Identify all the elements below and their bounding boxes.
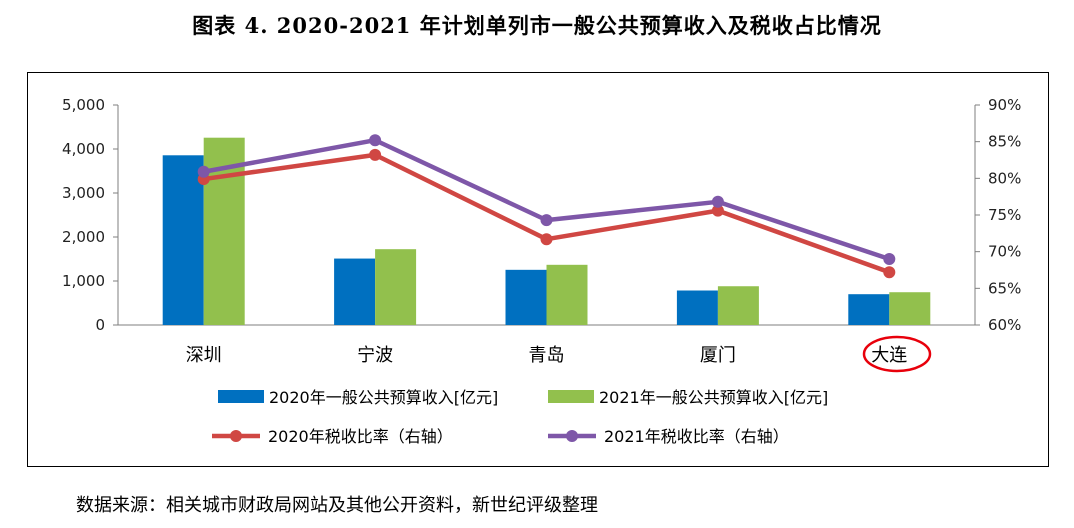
legend-label-1: 2021年一般公共预算收入[亿元] xyxy=(599,388,828,407)
left-tick-label: 2,000 xyxy=(62,228,105,246)
legend: 2020年一般公共预算收入[亿元] 2021年一般公共预算收入[亿元] 2020年税… xyxy=(212,388,828,446)
legend-marker-2 xyxy=(230,430,242,442)
bar-group xyxy=(162,137,931,325)
line-point-2020-4 xyxy=(883,266,896,279)
left-tick-label: 1,000 xyxy=(62,272,105,290)
right-tick-label: 90% xyxy=(988,96,1021,114)
left-tick-label: 0 xyxy=(95,316,105,334)
line-point-2021-0 xyxy=(197,165,210,178)
legend-marker-3 xyxy=(566,430,578,442)
category-label-2: 青岛 xyxy=(529,345,565,366)
bar-2021-1 xyxy=(375,249,417,325)
right-tick-label: 70% xyxy=(988,243,1021,261)
legend-swatch-1 xyxy=(548,390,594,403)
line-point-2020-3 xyxy=(711,204,724,217)
bar-2020-3 xyxy=(676,290,718,325)
left-tick-label: 3,000 xyxy=(62,184,105,202)
right-tick-label: 60% xyxy=(988,316,1021,334)
line-point-2020-2 xyxy=(540,233,553,246)
line-point-2020-1 xyxy=(369,148,382,161)
bar-2020-4 xyxy=(848,294,890,325)
bar-2020-0 xyxy=(162,155,204,325)
bar-2021-3 xyxy=(717,286,759,325)
legend-label-2: 2020年税收比率（右轴） xyxy=(268,427,453,446)
figure-title: 图表 4. 2020-2021 年计划单列市一般公共预算收入及税收占比情况 xyxy=(192,13,882,38)
category-label-0: 深圳 xyxy=(186,345,222,366)
right-tick-label: 65% xyxy=(988,279,1021,297)
category-label-4: 大连 xyxy=(871,345,907,366)
legend-label-0: 2020年一般公共预算收入[亿元] xyxy=(269,388,498,407)
left-tick-label: 4,000 xyxy=(62,140,105,158)
line-series-2020 xyxy=(203,152,891,275)
bar-2021-2 xyxy=(546,264,588,325)
right-tick-label: 75% xyxy=(988,206,1021,224)
line-point-2021-1 xyxy=(369,134,382,147)
chart-axes: 0 1,000 2,000 3,000 4,000 5,000 60% 65% 70% 75% 80… xyxy=(62,96,1021,334)
category-label-3: 厦门 xyxy=(700,345,736,366)
bar-2020-1 xyxy=(334,258,376,325)
line-point-2021-2 xyxy=(540,214,553,227)
legend-label-3: 2021年税收比率（右轴） xyxy=(604,427,789,446)
bar-2020-2 xyxy=(505,269,547,325)
legend-swatch-0 xyxy=(218,390,264,403)
source-note: 数据来源：相关城市财政局网站及其他公开资料，新世纪评级整理 xyxy=(76,495,598,516)
line-point-2021-4 xyxy=(883,253,896,265)
chart-frame xyxy=(27,72,1049,467)
bar-2021-4 xyxy=(889,292,931,325)
category-label-1: 宁波 xyxy=(357,345,393,366)
right-tick-label: 80% xyxy=(988,169,1021,187)
left-tick-label: 5,000 xyxy=(62,96,105,114)
line-group xyxy=(197,134,896,279)
right-tick-label: 85% xyxy=(988,133,1021,151)
category-labels: 深圳 宁波 青岛 厦门 大连 xyxy=(186,345,908,366)
highlight-circle xyxy=(862,335,932,373)
line-point-2021-3 xyxy=(711,195,724,208)
